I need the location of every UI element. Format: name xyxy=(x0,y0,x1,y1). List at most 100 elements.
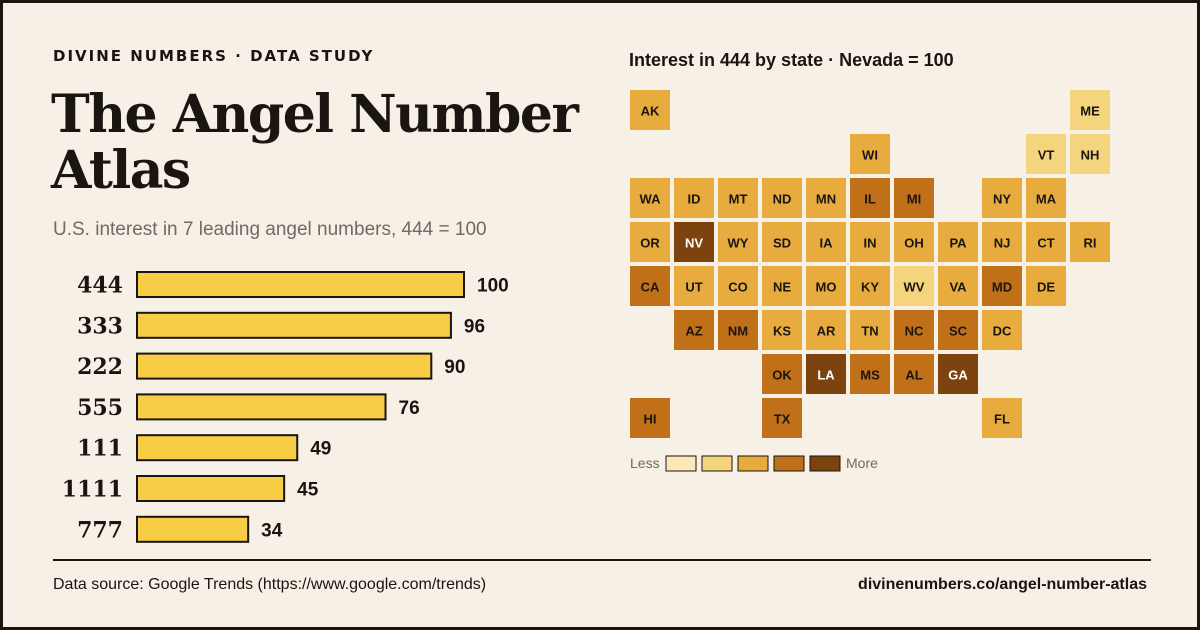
bar-category-label: 333 xyxy=(77,313,123,339)
state-tile-map: AK ME WI VT NH WA ID MT ND MN IL MI NY MA OR NV WY SD IA IN… xyxy=(630,90,1110,472)
state-tile-label: KS xyxy=(773,324,791,339)
state-tile-label: NC xyxy=(905,324,924,339)
state-tile-label: UT xyxy=(685,280,702,295)
state-tile xyxy=(806,266,846,306)
state-tile-label: NJ xyxy=(994,236,1011,251)
state-tile xyxy=(806,354,846,394)
legend-swatch xyxy=(665,455,697,472)
state-tile-label: IN xyxy=(864,236,877,251)
state-tile xyxy=(806,178,846,218)
state-tile-label: MA xyxy=(1036,192,1057,207)
state-tile-label: WY xyxy=(728,236,749,251)
state-tile xyxy=(762,266,802,306)
state-tile-label: IA xyxy=(820,236,834,251)
state-tile xyxy=(938,266,978,306)
state-tile-label: HI xyxy=(644,412,657,427)
state-tile xyxy=(806,222,846,262)
state-tile-label: AL xyxy=(905,368,922,383)
bar-value-label: 100 xyxy=(477,276,509,297)
state-tile-label: RI xyxy=(1084,236,1097,251)
bar-value-label: 34 xyxy=(261,520,283,541)
footer-url[interactable]: divinenumbers.co/angel-number-atlas xyxy=(858,576,1147,593)
state-tile xyxy=(718,178,758,218)
state-tile xyxy=(850,266,890,306)
state-tile-label: MS xyxy=(860,368,880,383)
state-tile xyxy=(894,310,934,350)
state-tile-label: MN xyxy=(816,192,836,207)
bar xyxy=(136,311,452,339)
state-tile xyxy=(630,266,670,306)
state-tile-label: CT xyxy=(1037,236,1054,251)
state-tile xyxy=(630,90,670,130)
state-tile-label: FL xyxy=(994,412,1010,427)
state-tile-label: VT xyxy=(1038,148,1055,163)
bar xyxy=(136,515,250,543)
state-tile xyxy=(850,178,890,218)
page-title: The Angel Number Atlas xyxy=(51,84,579,201)
bar-chart: 444 100 333 96 222 90 555 76 111 49 1111 45 777 34 xyxy=(62,271,509,543)
bar xyxy=(136,271,465,298)
state-tile xyxy=(674,222,714,262)
legend-more-label: More xyxy=(846,455,878,471)
bar-category-label: 777 xyxy=(77,517,123,543)
bar-category-label: 555 xyxy=(77,395,123,421)
state-tile xyxy=(718,222,758,262)
state-tile xyxy=(850,134,890,174)
state-tile xyxy=(674,178,714,218)
state-tile-label: WI xyxy=(862,148,878,163)
state-tile-label: KY xyxy=(861,280,879,295)
state-tile-label: MI xyxy=(907,192,921,207)
footer-divider xyxy=(53,559,1151,561)
bar-category-label: 444 xyxy=(77,273,123,299)
legend-less-label: Less xyxy=(630,455,660,471)
state-tile-label: WV xyxy=(904,280,925,295)
state-tile-label: DC xyxy=(993,324,1012,339)
state-tile-label: MD xyxy=(992,280,1012,295)
bar-category-label: 222 xyxy=(77,354,123,380)
state-tile xyxy=(674,266,714,306)
state-tile xyxy=(1026,178,1066,218)
state-tile-label: OR xyxy=(640,236,660,251)
state-tile-label: NE xyxy=(773,280,791,295)
bar-category-label: 111 xyxy=(77,436,123,462)
state-tile xyxy=(850,354,890,394)
state-tile xyxy=(630,178,670,218)
legend-swatch xyxy=(809,455,841,472)
state-tile-label: TN xyxy=(861,324,878,339)
state-tile-label: NY xyxy=(993,192,1011,207)
page-subtitle: U.S. interest in 7 leading angel numbers… xyxy=(53,219,487,240)
bar xyxy=(136,434,299,462)
state-tile-label: CO xyxy=(728,280,748,295)
state-tile-label: OH xyxy=(904,236,924,251)
state-tile xyxy=(938,310,978,350)
state-tile-label: CA xyxy=(641,280,660,295)
state-tile-label: NV xyxy=(685,236,703,251)
state-tile xyxy=(718,266,758,306)
state-tile-label: ND xyxy=(773,192,792,207)
legend-swatch xyxy=(773,455,805,472)
state-tile-label: SD xyxy=(773,236,791,251)
state-tile xyxy=(894,222,934,262)
state-tile-label: NM xyxy=(728,324,748,339)
state-tile xyxy=(762,178,802,218)
state-tile xyxy=(982,266,1022,306)
state-tile-label: NH xyxy=(1081,148,1100,163)
state-tile xyxy=(938,222,978,262)
state-tile xyxy=(1026,134,1066,174)
data-source: Data source: Google Trends (https://www.… xyxy=(53,576,487,593)
state-tile xyxy=(982,310,1022,350)
state-tile xyxy=(630,222,670,262)
state-tile xyxy=(806,310,846,350)
state-tile xyxy=(982,178,1022,218)
state-tile xyxy=(630,398,670,438)
state-tile-label: MO xyxy=(816,280,837,295)
bar xyxy=(136,475,286,502)
state-tile xyxy=(1026,266,1066,306)
state-tile-label: IL xyxy=(864,192,876,207)
bar-category-label: 1111 xyxy=(62,477,123,503)
state-tile xyxy=(762,398,802,438)
state-tile xyxy=(762,354,802,394)
state-tile-label: OK xyxy=(772,368,792,383)
bar-value-label: 45 xyxy=(297,480,319,501)
state-tile xyxy=(894,178,934,218)
